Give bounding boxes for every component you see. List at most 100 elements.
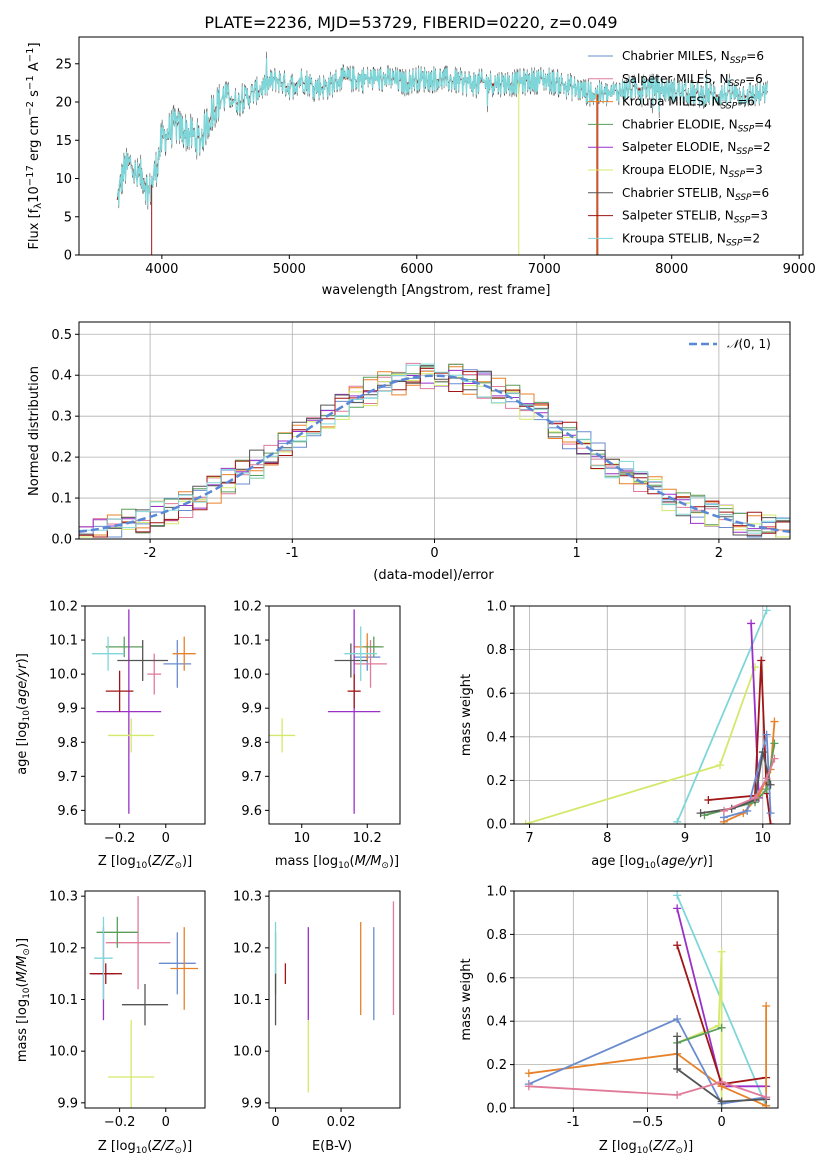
y-axis-label-part: −1 xyxy=(25,48,36,63)
chart-title: PLATE=2236, MJD=53729, FIBERID=0220, z=0… xyxy=(204,13,617,32)
gaussian-curve xyxy=(79,374,790,534)
spectrum-axes: 4000 5000 6000 7000 8000 9000 0 5 10 15 20 25 xyxy=(55,57,815,277)
axis-label-part: )] xyxy=(683,1139,693,1154)
y-tick-label: 0.4 xyxy=(486,730,507,745)
series-marker xyxy=(673,891,682,900)
axis-label-part: 10 xyxy=(136,861,148,871)
x-axis-label: Z [log10(Z/Z⊙)] xyxy=(98,854,192,871)
legend-sub: SSP xyxy=(738,124,755,134)
axis-label-part: ⊙ xyxy=(381,861,389,871)
legend-text: Chabrier STELIB, N xyxy=(622,186,735,200)
mass_weight_vs_age-lines xyxy=(521,606,779,824)
y-tick-label: 10.0 xyxy=(233,1045,262,1060)
series-marker xyxy=(766,809,775,818)
y-tick-label: 0.4 xyxy=(51,369,72,384)
y-tick-label: 9.6 xyxy=(241,804,262,819)
y-tick-label: 1.0 xyxy=(486,885,507,900)
x-tick-label: -1 xyxy=(567,1115,580,1130)
series-marker xyxy=(751,793,760,802)
y-axis-label-part: −2 xyxy=(25,101,36,116)
axis-label-part: mass [log xyxy=(275,854,338,869)
series-marker xyxy=(762,1093,771,1102)
y-tick-label: 0.3 xyxy=(51,410,72,425)
legend-nssp: =3 xyxy=(745,163,763,177)
y-tick-label: 0.8 xyxy=(486,643,507,658)
series-marker xyxy=(524,1082,533,1091)
axis-label-part: age/yr xyxy=(15,662,30,705)
series-marker xyxy=(762,785,771,794)
x-tick-label: 9000 xyxy=(783,262,816,277)
series-line xyxy=(676,1036,767,1103)
mass_weight_vs_Z-frame xyxy=(513,890,779,1109)
legend-entry: Chabrier MILES, NSSP=6 xyxy=(622,49,764,66)
series-marker xyxy=(762,606,771,615)
spectrum-line-kroupa-stelib xyxy=(116,58,768,206)
legend-sub: SSP xyxy=(729,79,746,89)
legend-text: Kroupa MILES, N xyxy=(622,95,721,109)
legend-entry: Chabrier ELODIE, NSSP=4 xyxy=(622,117,772,134)
series-marker xyxy=(770,754,779,763)
y-tick-label: 25 xyxy=(55,57,72,72)
axis-label-part: age [log xyxy=(591,854,644,869)
y-axis-label: mass weight xyxy=(459,674,474,756)
legend-text: Chabrier MILES, N xyxy=(622,49,730,63)
series-marker xyxy=(717,1097,726,1106)
axis-label-part: Z/Z xyxy=(652,1139,676,1154)
x-tick-label: 7000 xyxy=(528,262,561,277)
series-marker xyxy=(673,817,682,824)
series-marker xyxy=(770,739,779,748)
legend-nssp: =6 xyxy=(746,49,764,63)
x-tick-label: −0.5 xyxy=(632,1115,664,1130)
x-tick-label: 5000 xyxy=(273,262,306,277)
x-tick-label: 2 xyxy=(715,546,723,561)
legend-sub: SSP xyxy=(729,170,746,180)
x-tick-label: 0.02 xyxy=(327,1115,356,1130)
age_vs_Z-frame xyxy=(84,605,206,825)
axis-label-part: Z/Z xyxy=(151,1139,175,1154)
mass_weight_vs_age-frame xyxy=(513,605,791,825)
y-tick-label: 20 xyxy=(55,96,72,111)
y-tick-label: 10.3 xyxy=(233,890,262,905)
axis-label-part: ( xyxy=(656,854,661,869)
y-axis-label-part: s xyxy=(27,90,42,101)
y-tick-label: 10.2 xyxy=(233,941,262,956)
x-tick-label: 9 xyxy=(681,831,689,846)
legend-text: Chabrier ELODIE, N xyxy=(622,117,738,131)
mass_vs_Z-errorbars xyxy=(89,896,199,1108)
series-marker xyxy=(717,1077,726,1086)
legend-sub: SSP xyxy=(721,102,738,112)
legend-nssp: =6 xyxy=(737,95,755,109)
series-marker xyxy=(743,806,752,815)
series-marker xyxy=(757,656,766,665)
y-axis-label: mass [log10(M/M⊙)] xyxy=(15,938,32,1062)
axis-label-part: Z [log xyxy=(98,1139,136,1154)
series-marker xyxy=(762,774,771,783)
axis-label-part: ⊙ xyxy=(174,861,182,871)
x-axis-label: Z [log10(Z/Z⊙)] xyxy=(599,1139,693,1156)
axis-label-part: )] xyxy=(389,854,399,869)
legend-symbol: 𝒩 xyxy=(727,337,742,351)
series-marker xyxy=(673,1015,682,1024)
x-axis-label: mass [log10(M/M⊙)] xyxy=(275,854,399,871)
y-tick-label: 0.1 xyxy=(51,492,72,507)
series-marker xyxy=(704,796,713,805)
mass_vs_EBV-axes: 0 0.02 9.9 10.0 10.1 10.2 10.3 xyxy=(233,890,355,1130)
axis-label-part: age [log xyxy=(15,722,30,775)
x-tick-label: 10 xyxy=(755,831,772,846)
x-tick-label: 0 xyxy=(162,1115,170,1130)
y-tick-label: 10.2 xyxy=(49,600,78,615)
axis-label-part: ( xyxy=(648,1139,653,1154)
x-tick-label: 10.2 xyxy=(353,831,382,846)
y-axis-label: Normed distribution xyxy=(27,366,42,496)
series-line xyxy=(676,1026,722,1044)
age_vs_mass-axes: 10 10.2 9.6 9.7 9.8 9.9 10.0 10.1 10.2 xyxy=(233,600,382,847)
x-tick-label: 10 xyxy=(293,831,310,846)
y-tick-label: 10.0 xyxy=(233,668,262,683)
axis-label-part: M/M xyxy=(15,956,30,983)
y-tick-label: 10.1 xyxy=(49,993,78,1008)
series-marker xyxy=(696,809,705,818)
y-tick-label: 9.6 xyxy=(57,804,78,819)
series-marker xyxy=(766,780,775,789)
x-tick-label: 8000 xyxy=(655,262,688,277)
